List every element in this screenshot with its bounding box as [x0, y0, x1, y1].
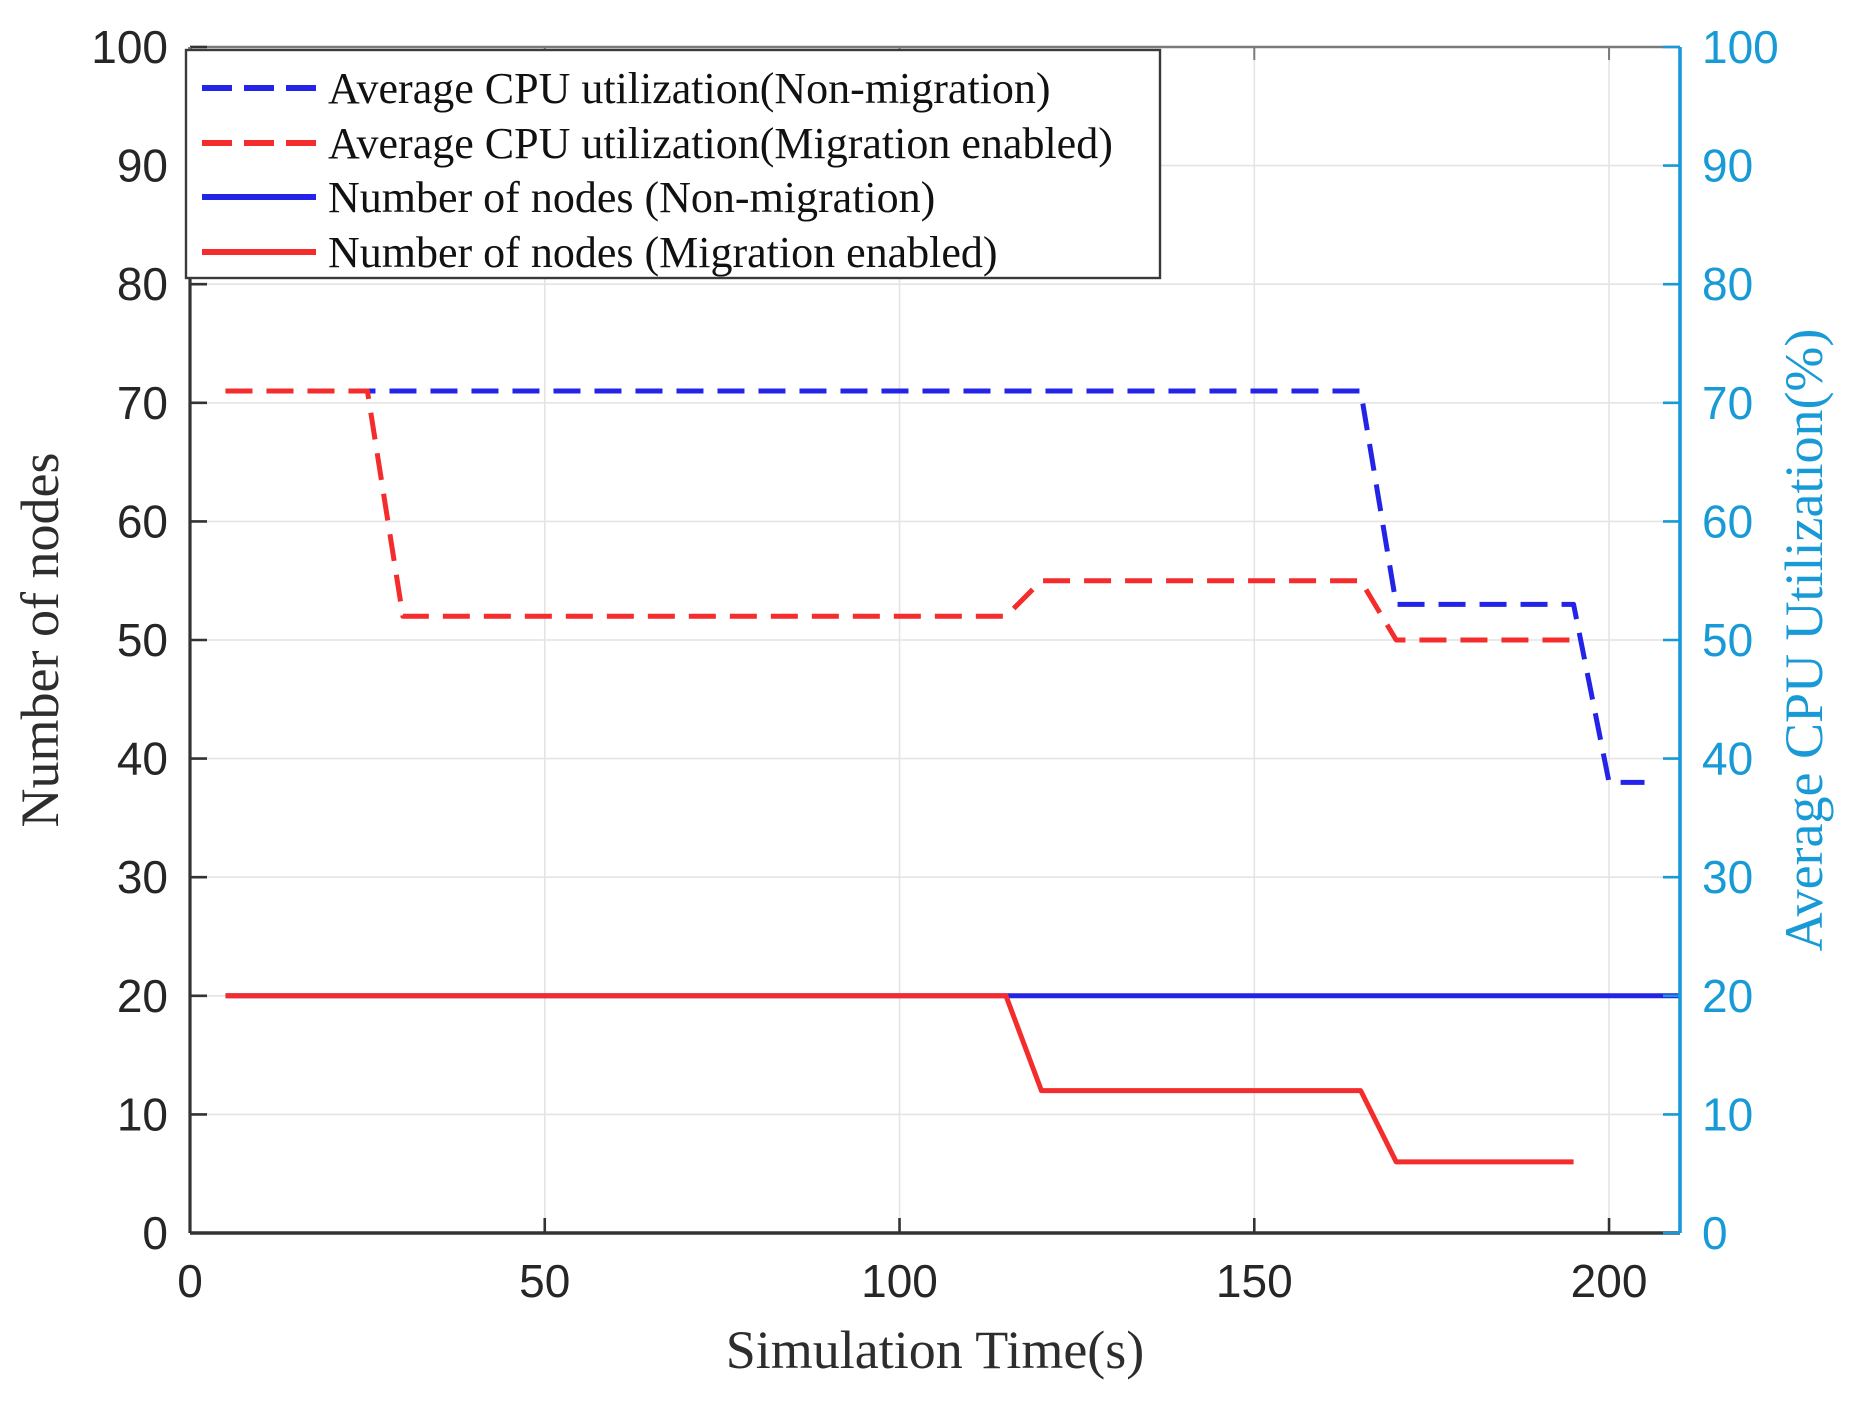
left-tick-label: 0 [142, 1207, 168, 1259]
legend-label: Number of nodes (Non-migration) [328, 173, 935, 222]
legend-label: Number of nodes (Migration enabled) [328, 228, 998, 277]
left-tick-label: 40 [117, 733, 168, 785]
x-tick-label: 150 [1216, 1255, 1293, 1307]
left-tick-label: 80 [117, 258, 168, 310]
right-tick-label: 100 [1702, 21, 1779, 73]
left-tick-label: 90 [117, 140, 168, 192]
right-tick-label: 80 [1702, 258, 1753, 310]
left-tick-label: 50 [117, 614, 168, 666]
legend-label: Average CPU utilization(Migration enable… [328, 119, 1113, 168]
x-tick-label: 200 [1571, 1255, 1648, 1307]
x-tick-label: 50 [519, 1255, 570, 1307]
right-tick-label: 40 [1702, 733, 1753, 785]
legend-box [184, 48, 1162, 280]
right-tick-label: 0 [1702, 1207, 1728, 1259]
right-tick-label: 60 [1702, 495, 1753, 547]
left-tick-label: 20 [117, 970, 168, 1022]
series-line-0 [225, 388, 1645, 785]
right-tick-label: 90 [1702, 140, 1753, 192]
left-tick-label: 30 [117, 851, 168, 903]
series-line-3 [225, 993, 1574, 1165]
y-axis-right-title: Average CPU Utilization(%) [1774, 329, 1834, 952]
series-line-1 [225, 388, 1574, 643]
left-tick-label: 70 [117, 377, 168, 429]
right-tick-label: 70 [1702, 377, 1753, 429]
right-tick-label: 50 [1702, 614, 1753, 666]
left-tick-label: 100 [91, 21, 168, 73]
x-tick-label: 0 [177, 1255, 203, 1307]
left-tick-label: 60 [117, 495, 168, 547]
right-tick-label: 10 [1702, 1088, 1753, 1140]
legend-label: Average CPU utilization(Non-migration) [328, 64, 1051, 113]
y-axis-left-title: Number of nodes [10, 453, 70, 828]
left-tick-label: 10 [117, 1088, 168, 1140]
right-tick-label: 30 [1702, 851, 1753, 903]
x-axis-title: Simulation Time(s) [726, 1320, 1145, 1380]
right-tick-label: 20 [1702, 970, 1753, 1022]
x-tick-label: 100 [861, 1255, 938, 1307]
